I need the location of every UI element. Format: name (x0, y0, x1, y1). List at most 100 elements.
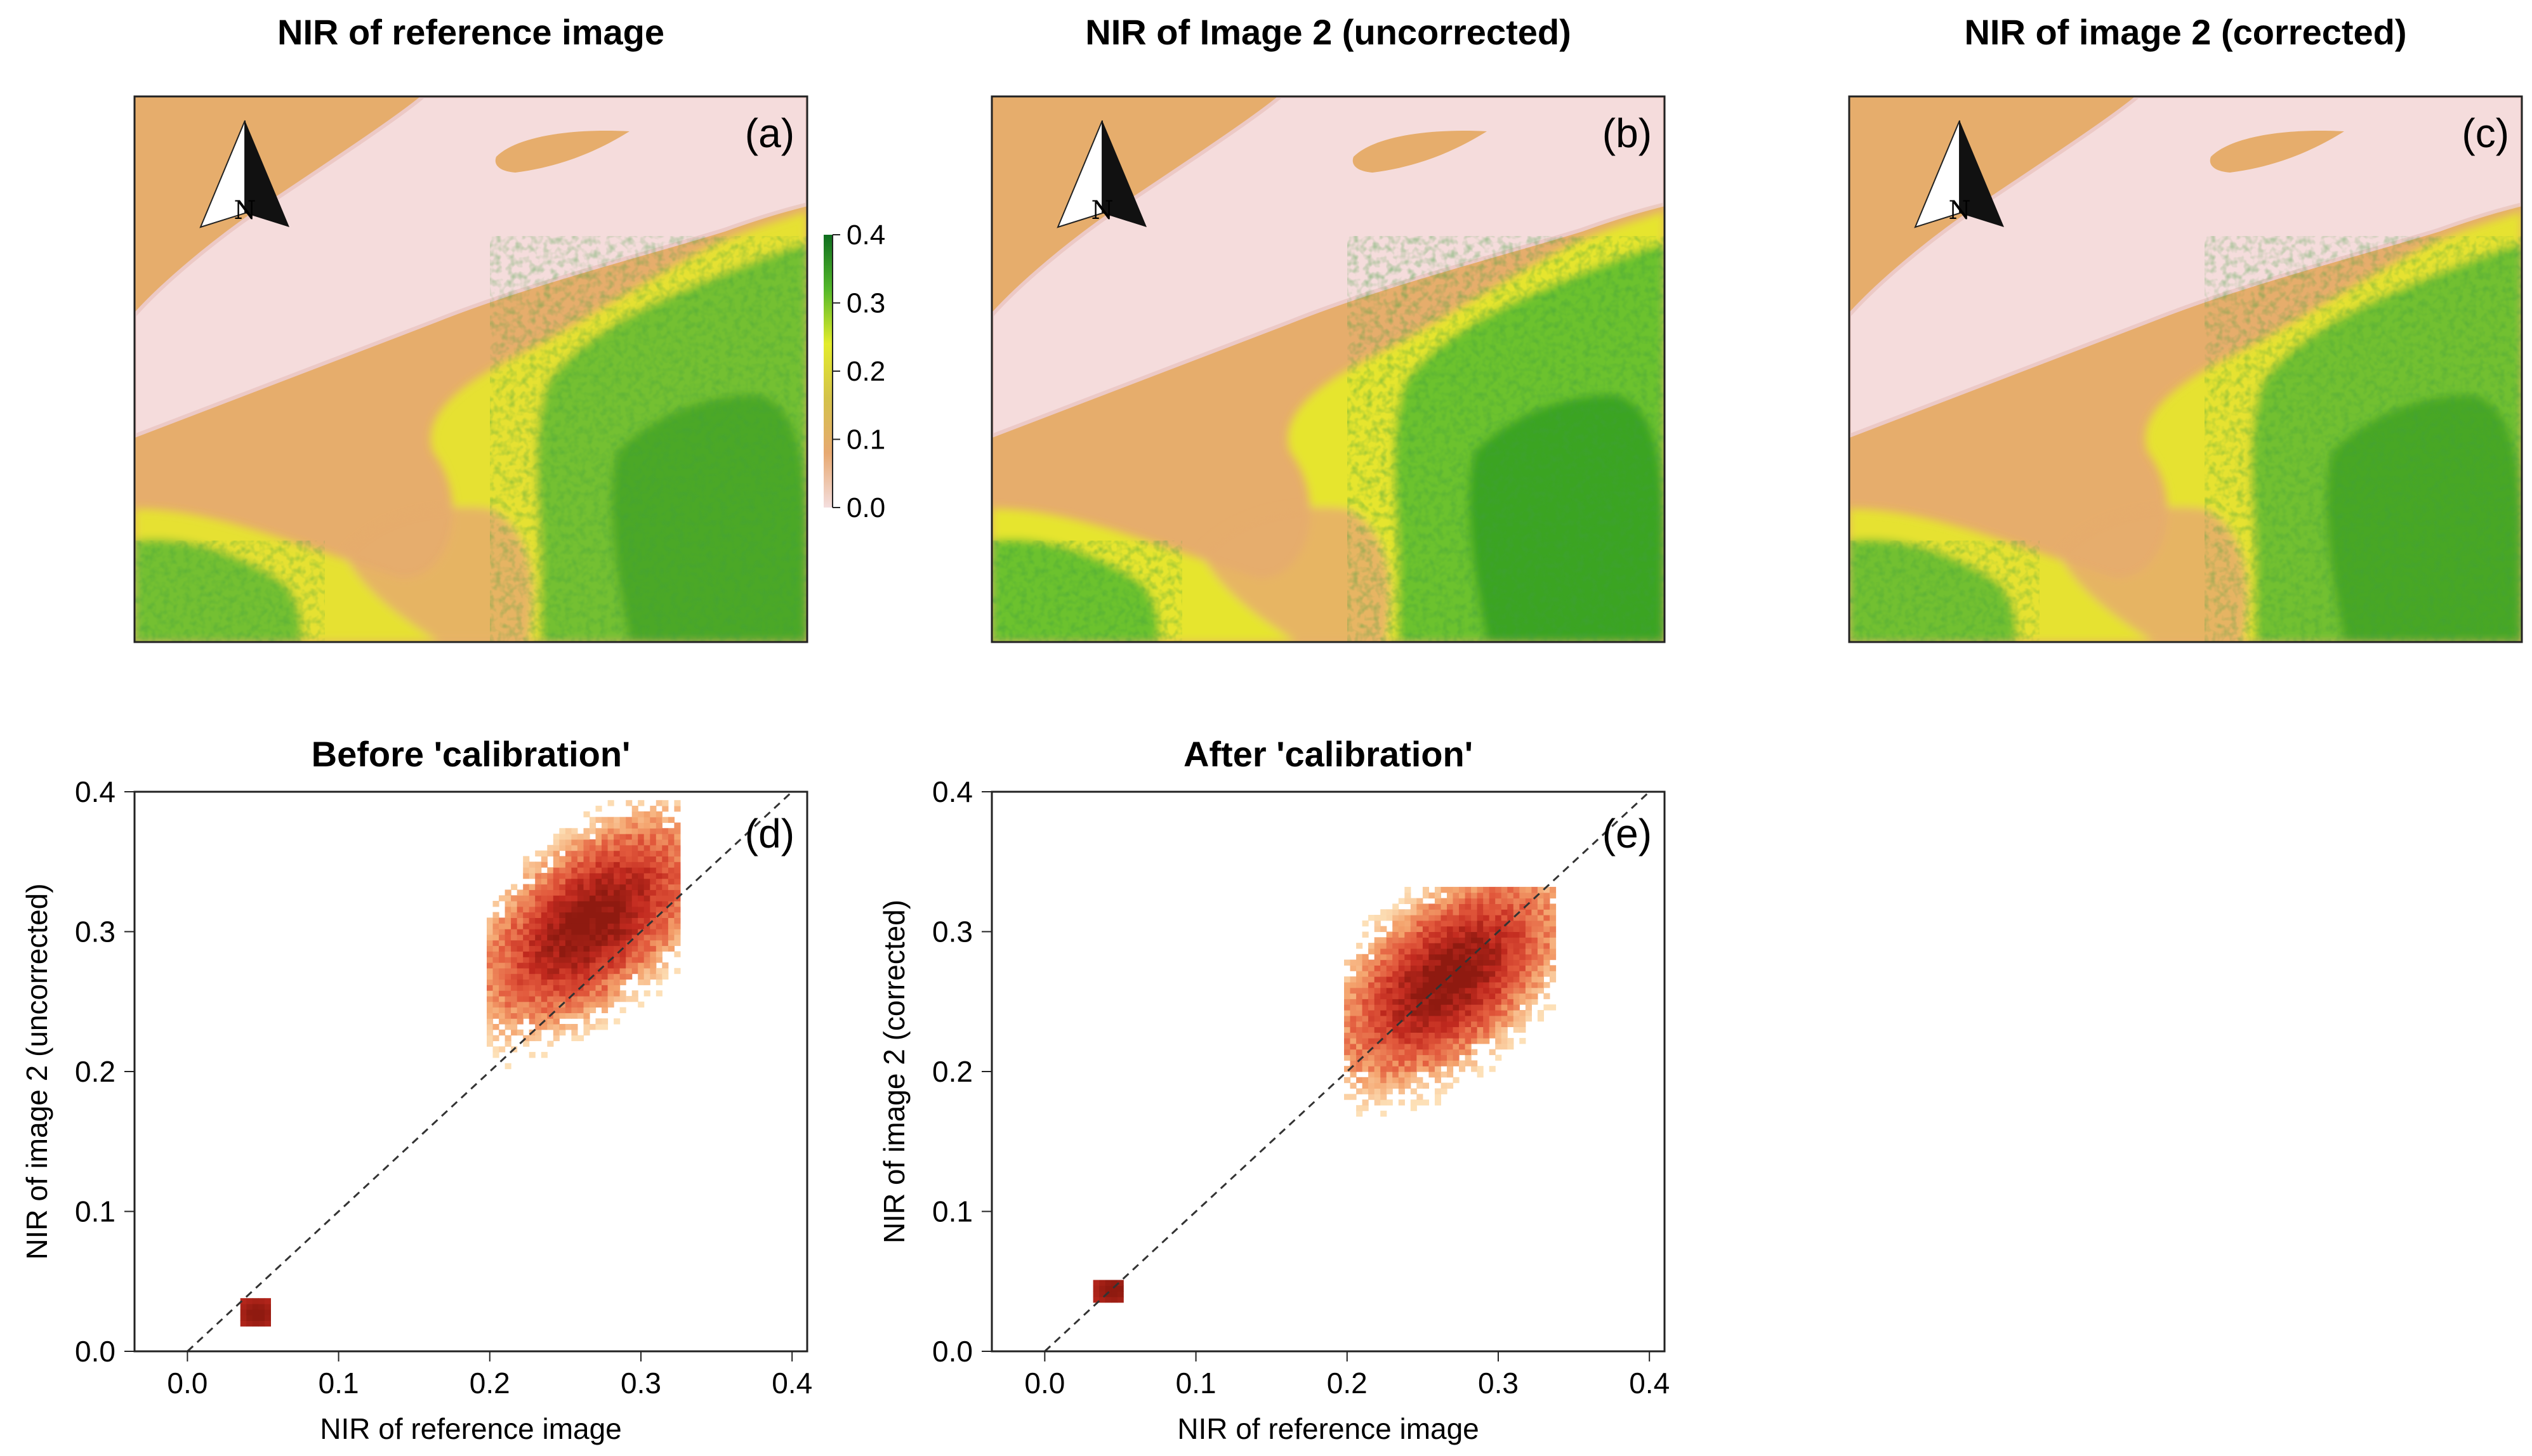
density-cell (1350, 1060, 1357, 1066)
density-cell (523, 1035, 530, 1042)
density-cell (1362, 1088, 1369, 1094)
density-cell (607, 940, 614, 947)
density-cell (511, 979, 518, 985)
density-cell (1422, 1049, 1429, 1056)
density-cell (1368, 965, 1375, 971)
density-cell (511, 990, 518, 997)
density-cell (1422, 1054, 1429, 1061)
density-cell (565, 945, 572, 952)
density-cell (656, 990, 663, 997)
density-cell (553, 917, 560, 924)
density-cell (602, 967, 609, 974)
density-cell (1392, 1077, 1399, 1084)
density-cell (504, 1018, 511, 1025)
density-cell (577, 1001, 584, 1008)
density-cell (1459, 892, 1466, 899)
density-cell (504, 1013, 511, 1019)
density-cell (504, 923, 511, 929)
density-cell (523, 967, 530, 974)
density-cell (668, 850, 675, 856)
density-cell (650, 834, 657, 840)
density-cell (565, 940, 572, 947)
density-cell (662, 850, 669, 856)
density-cell (1537, 909, 1544, 915)
density-cell (650, 844, 657, 851)
y-tick-label: 0.1 (932, 1195, 973, 1228)
density-cell (529, 912, 536, 918)
density-cell (1459, 1032, 1466, 1039)
density-cell (547, 934, 554, 941)
density-cell (619, 872, 626, 879)
density-cell (1501, 987, 1508, 994)
density-cell (674, 850, 681, 856)
density-cell (662, 962, 669, 969)
density-cell (626, 884, 633, 890)
density-cell (504, 906, 511, 913)
density-cell (487, 1035, 494, 1042)
density-cell (607, 844, 614, 851)
density-cell (504, 979, 511, 985)
density-cell (529, 945, 536, 952)
density-cell (541, 934, 548, 941)
sand-bar (2210, 131, 2344, 173)
density-cell (1422, 965, 1429, 971)
density-cell (1519, 965, 1526, 971)
density-cell (511, 923, 518, 929)
density-cell (499, 895, 506, 902)
density-cell (1459, 909, 1466, 915)
density-cell (499, 951, 506, 957)
density-cell (1489, 981, 1496, 988)
density-cell (1356, 1032, 1363, 1039)
density-cell (1386, 1066, 1393, 1072)
density-cell (1441, 915, 1447, 921)
density-cell (668, 867, 675, 874)
density-cell (626, 828, 633, 834)
density-cell (529, 979, 536, 985)
density-cell (1465, 1004, 1472, 1011)
density-cell (1362, 1021, 1369, 1027)
density-cell (1428, 993, 1435, 999)
density-cell (1410, 954, 1417, 961)
density-cell (607, 945, 614, 952)
density-cell (1386, 954, 1393, 961)
density-cell (590, 962, 597, 969)
density-cell (1537, 886, 1544, 893)
density-cell (517, 962, 524, 969)
density-cell (614, 906, 621, 913)
density-cell (626, 856, 633, 862)
density-cell (590, 934, 597, 941)
density-cell (638, 856, 645, 862)
density-cell (553, 889, 560, 896)
density-cell (650, 912, 657, 918)
density-cell (626, 934, 633, 941)
density-cell (1447, 903, 1454, 910)
density-cell (535, 1018, 542, 1025)
density-cell (1531, 903, 1538, 910)
density-cell (1453, 1010, 1460, 1016)
density-cell (553, 850, 560, 856)
density-cell (638, 862, 645, 868)
density-cell (1513, 1021, 1520, 1027)
panel-label: (e) (1602, 811, 1652, 856)
density-cell (504, 995, 511, 1002)
density-cell (535, 995, 542, 1002)
density-cell (1404, 954, 1411, 961)
density-cell (668, 862, 675, 868)
density-cell (559, 923, 566, 929)
density-cell (1422, 1032, 1429, 1039)
density-cell (1362, 1054, 1369, 1061)
density-cell (1428, 1004, 1435, 1011)
map-frame (991, 95, 1666, 643)
density-cell (590, 822, 597, 829)
density-cell (1416, 948, 1423, 955)
density-cell (571, 957, 578, 963)
density-cell (1392, 1015, 1399, 1022)
density-cell (1525, 903, 1532, 910)
density-cell (656, 945, 663, 952)
density-cell (1507, 981, 1514, 988)
density-cell (559, 962, 566, 969)
density-cell (523, 951, 530, 957)
density-cell (1398, 920, 1405, 927)
density-cell (631, 834, 638, 840)
density-cell (1392, 1004, 1399, 1011)
